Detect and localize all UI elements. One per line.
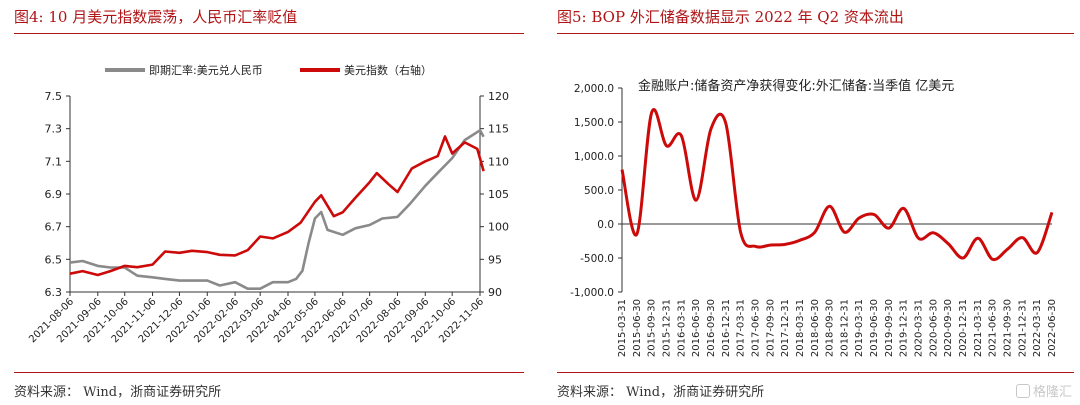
- bop-fx-reserves-chart: 金融账户:储备资产净获得变化:外汇储备:当季值 亿美元 2,000.0 1,500.…: [570, 78, 1058, 357]
- x-tick-label: 2021-06-30: [988, 299, 999, 357]
- right-y-tick-label: 120: [488, 90, 509, 103]
- x-tick-label: 2022-06-30: [1047, 299, 1058, 357]
- left-source-note: 资料来源： Wind，浙商证券研究所: [14, 385, 222, 400]
- x-tick-label: 2015-06-30: [632, 299, 643, 357]
- x-tick-label: 2019-03-31: [854, 299, 865, 357]
- x-tick-label: 2021-12-31: [1017, 299, 1028, 357]
- x-tick-label: 2020-06-30: [928, 299, 939, 357]
- right-title-rule: [557, 33, 1074, 34]
- left-y-tick-label: 6.5: [45, 253, 63, 266]
- right-y-tick-label: 105: [488, 188, 509, 201]
- x-tick-label: 2020-09-30: [943, 299, 954, 357]
- left-y-tick-label: 7.3: [45, 123, 63, 136]
- x-tick-label: 2016-09-30: [706, 299, 717, 357]
- x-tick-label: 2020-12-31: [958, 299, 969, 357]
- x-tick-label: 2022-03-31: [1032, 299, 1043, 357]
- left-y-tick-label: 6.3: [45, 286, 63, 299]
- x-tick-label: 2019-09-30: [884, 299, 895, 357]
- x-tick-label: 2017-06-30: [750, 299, 761, 357]
- left-y-tick-label: 7.1: [45, 155, 63, 168]
- x-tick-label: 2020-03-31: [914, 299, 925, 357]
- x-tick-label: 2021-03-31: [973, 299, 984, 357]
- legend-label-1: 即期汇率:美元兑人民币: [149, 63, 263, 77]
- watermark-logo: 格隆汇: [1015, 381, 1072, 400]
- left-source-rule: [14, 372, 524, 373]
- fx-dollar-index-chart: 7.5 7.3 7.1 6.9 6.7 6.5 6.3 120 115 110 105 100 95 90…: [27, 63, 509, 345]
- left-y-tick-label: 6.9: [45, 188, 63, 201]
- right-y-tick-label: 110: [488, 155, 509, 168]
- x-tick-label: 2016-12-31: [721, 299, 732, 357]
- legend-label-2: 美元指数（右轴）: [344, 63, 432, 77]
- left-y-tick-label: 6.7: [45, 221, 63, 234]
- y-tick-label: 2,000.0: [574, 83, 614, 95]
- right-panel: 图5: BOP 外汇储备数据显示 2022 年 Q2 资本流出 金融账户:储备资…: [547, 0, 1080, 405]
- y-tick-label: 0.0: [597, 219, 614, 231]
- right-source-note: 资料来源： Wind，浙商证券研究所: [557, 385, 765, 400]
- x-tick-label: 2017-09-30: [765, 299, 776, 357]
- x-tick-label: 2018-06-30: [810, 299, 821, 357]
- x-tick-label: 2019-06-30: [869, 299, 880, 357]
- right-y-tick-label: 90: [488, 286, 502, 299]
- y-tick-label: 500.0: [584, 185, 614, 197]
- x-tick-label: 2016-03-31: [676, 299, 687, 357]
- x-tick-label: 2016-06-30: [691, 299, 702, 357]
- y-tick-label: -1,000.0: [570, 287, 614, 299]
- x-tick-label: 2018-09-30: [825, 299, 836, 357]
- y-tick-label: -500.0: [580, 253, 614, 265]
- right-y-tick-label: 115: [488, 123, 509, 136]
- x-tick-label: 2017-03-31: [736, 299, 747, 357]
- x-tick-label: 2018-03-31: [795, 299, 806, 357]
- chart-title: 金融账户:储备资产净获得变化:外汇储备:当季值 亿美元: [638, 78, 954, 94]
- left-figure-title: 图4: 10 月美元指数震荡，人民币汇率贬值: [14, 8, 298, 26]
- left-panel: 图4: 10 月美元指数震荡，人民币汇率贬值 7.5 7.3 7.1 6.9 6.7 6.…: [0, 0, 530, 405]
- x-tick-label: 2015-12-31: [661, 299, 672, 357]
- x-tick-label: 2021-09-30: [1003, 299, 1014, 357]
- x-tick-label: 2015-03-31: [617, 299, 628, 357]
- x-tick-label: 2018-12-31: [839, 299, 850, 357]
- usdcny-spot-line: [69, 129, 485, 290]
- right-source-rule: [557, 372, 1074, 373]
- left-title-rule: [14, 33, 524, 34]
- right-y-tick-label: 95: [488, 253, 502, 266]
- x-tick-label: 2017-12-31: [780, 299, 791, 357]
- x-tick-label: 2019-12-31: [899, 299, 910, 357]
- right-y-tick-label: 100: [488, 221, 509, 234]
- watermark-text: 格隆汇: [1032, 385, 1072, 400]
- y-tick-label: 1,500.0: [574, 117, 614, 129]
- dollar-index-line: [69, 135, 485, 277]
- watermark-icon: [1015, 384, 1030, 398]
- x-tick-label: 2015-09-30: [647, 299, 658, 357]
- y-tick-label: 1,000.0: [574, 151, 614, 163]
- right-figure-title: 图5: BOP 外汇储备数据显示 2022 年 Q2 资本流出: [557, 8, 904, 26]
- fx-reserves-line: [620, 108, 1054, 262]
- left-y-tick-label: 7.5: [45, 90, 63, 103]
